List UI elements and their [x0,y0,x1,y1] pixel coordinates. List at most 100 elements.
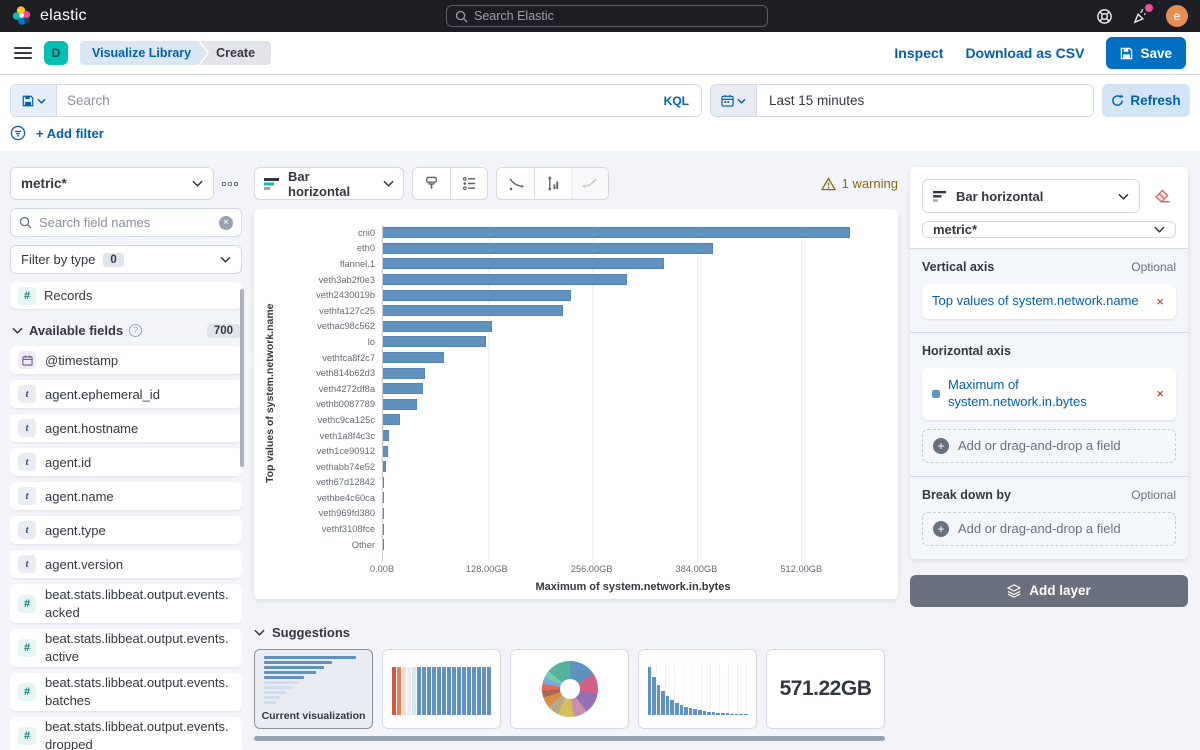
records-field[interactable]: # Records [10,282,242,310]
bar[interactable] [383,320,492,332]
sidebar-scrollbar[interactable] [240,289,244,467]
bar-horizontal-icon [933,190,948,203]
category-label: cni0 [357,227,375,238]
menu-icon[interactable] [14,47,32,59]
clear-layer-icon[interactable] [1148,182,1176,210]
field-item[interactable]: t agent.hostname [10,414,242,443]
suggestions-row: Current visualization 571.22GB [254,649,898,729]
vertical-axis-dimension[interactable]: Top values of system.network.name × [922,284,1176,319]
chart-type-select[interactable]: Bar horizontal [254,167,404,200]
download-csv-link[interactable]: Download as CSV [965,45,1085,61]
query-language-button[interactable]: KQL [663,93,689,108]
bottom-axis-button[interactable] [534,168,571,199]
field-list-options-icon[interactable] [222,181,242,186]
bar[interactable] [383,336,486,348]
remove-dimension-icon[interactable]: × [1156,386,1164,402]
category-label: Other [351,539,375,550]
category-label: vethabb74e52 [316,461,375,472]
bar[interactable] [383,258,665,270]
query-input[interactable] [57,85,652,116]
field-item[interactable]: t agent.id [10,448,242,477]
horizontal-axis-add-field[interactable]: + Add or drag-and-drop a field [922,428,1176,463]
breadcrumb-visualize-library[interactable]: Visualize Library [80,41,207,65]
right-axis-button [571,168,608,199]
category-label: flannel.1 [339,258,375,269]
field-search-input[interactable] [39,215,212,231]
date-quick-menu-button[interactable] [711,85,757,116]
bar[interactable] [383,274,627,286]
notification-dot [1145,4,1153,12]
field-item[interactable]: @timestamp [10,346,242,375]
field-item[interactable]: t agent.ephemeral_id [10,380,242,409]
bar[interactable] [383,383,424,395]
keyword-field-icon: t [18,555,36,574]
field-item[interactable]: # beat.stats.libbeat.output.events.droppe… [10,716,242,750]
filter-by-type-label: Filter by type [21,252,96,268]
remove-dimension-icon[interactable]: × [1156,293,1164,309]
clear-search-icon[interactable]: × [219,215,233,230]
global-search-input[interactable] [474,9,759,23]
field-item[interactable]: t agent.name [10,482,242,511]
warning-indicator[interactable]: 1 warning [820,176,898,191]
bar[interactable] [383,492,384,504]
elastic-brand[interactable]: elastic [12,6,232,26]
horizontal-axis-dimension[interactable]: Maximum of system.network.in.bytes × [922,367,1176,420]
bar[interactable] [383,430,389,442]
date-field-icon [18,351,36,370]
style-button-group [412,167,488,200]
bar[interactable] [383,352,445,364]
suggestions-toggle[interactable]: Suggestions [254,625,898,640]
suggestion-metric[interactable]: 571.22GB [766,649,885,729]
global-search[interactable] [446,5,768,27]
bar[interactable] [383,539,384,551]
refresh-button[interactable]: Refresh [1102,84,1190,117]
data-view-select[interactable]: metric* [10,167,214,200]
suggestions-scrollbar[interactable] [254,736,886,741]
bar[interactable] [383,414,401,426]
break-down-add-field[interactable]: + Add or drag-and-drop a field [922,511,1176,546]
bar[interactable] [383,476,385,488]
suggestion-histogram[interactable] [638,649,757,729]
user-avatar[interactable]: e [1166,5,1188,27]
time-range-value[interactable]: Last 15 minutes [769,93,865,108]
field-label: agent.version [45,556,124,572]
field-item[interactable]: # beat.stats.libbeat.output.events.batche… [10,672,242,711]
bar[interactable] [383,289,571,301]
category-label: veth1a8f4c3c [319,430,375,441]
save-button[interactable]: Save [1106,37,1186,69]
left-axis-button[interactable] [497,168,534,199]
layer-chart-type-select[interactable]: Bar horizontal [922,179,1140,213]
field-item[interactable]: t agent.type [10,516,242,545]
bar[interactable] [383,445,388,457]
bar[interactable] [383,305,563,317]
suggestion-bar-vertical[interactable] [382,649,501,729]
histogram-thumbnail [647,663,748,715]
suggestion-current[interactable]: Current visualization [254,649,373,729]
gridline [801,225,803,562]
bar[interactable] [383,398,417,410]
available-fields-header[interactable]: Available fields ? 700 [10,317,242,338]
bar[interactable] [383,227,850,239]
appearance-button[interactable] [413,168,450,199]
filter-menu-icon[interactable] [10,125,26,141]
saved-query-menu-button[interactable] [11,85,57,116]
bar[interactable] [383,367,425,379]
space-badge[interactable]: D [44,41,68,65]
field-item[interactable]: t agent.version [10,550,242,579]
suggestion-donut[interactable] [510,649,629,729]
help-icon[interactable] [1094,6,1114,26]
legend-button[interactable] [450,168,487,199]
add-filter-button[interactable]: + Add filter [36,125,104,141]
filter-by-type[interactable]: Filter by type 0 [10,245,242,275]
add-layer-button[interactable]: Add layer [910,574,1188,607]
newsfeed-icon[interactable] [1130,4,1153,26]
bar[interactable] [383,242,714,254]
layer-data-view-select[interactable]: metric* [922,221,1176,238]
field-item[interactable]: # beat.stats.libbeat.output.events.acked [10,584,242,623]
inspect-link[interactable]: Inspect [894,45,944,61]
bar[interactable] [383,461,386,473]
bar[interactable] [383,523,384,535]
field-item[interactable]: # beat.stats.libbeat.output.events.active [10,628,242,667]
bar[interactable] [383,507,384,519]
save-button-label: Save [1140,45,1172,61]
